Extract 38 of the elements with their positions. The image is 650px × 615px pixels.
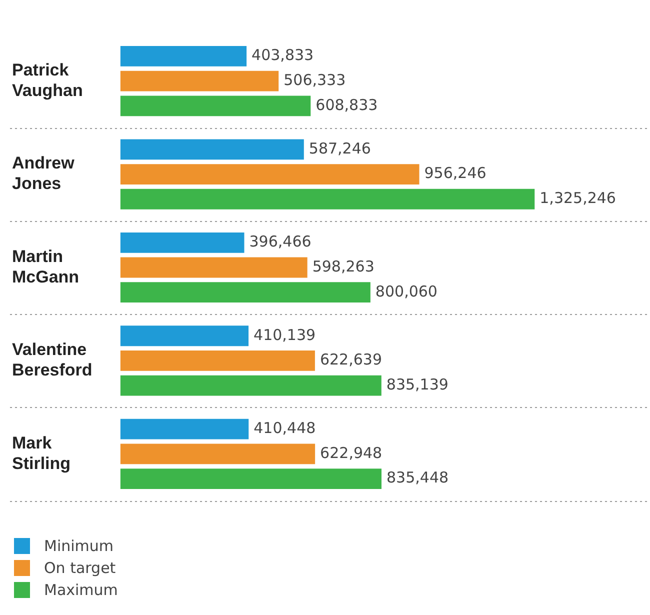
bar: [120, 139, 304, 160]
legend-label: On target: [44, 559, 116, 577]
data-label: 608,833: [316, 96, 378, 114]
data-label: 800,060: [375, 282, 438, 300]
y-tick-label: Martin McGann: [12, 246, 80, 286]
bar: [120, 418, 249, 440]
bar: [120, 468, 382, 490]
data-label: 403,833: [252, 46, 314, 64]
bar: [120, 96, 311, 116]
bar: [120, 444, 316, 464]
y-tick-label: Patrick Vaughan: [12, 60, 83, 100]
data-label: 410,139: [254, 326, 316, 344]
data-label: 598,263: [312, 257, 374, 276]
legend-label: Maximum: [44, 581, 118, 599]
y-tick-label: Mark Stirling: [12, 433, 71, 473]
y-tick-label: Andrew Jones: [12, 154, 76, 194]
data-label: 1,325,246: [540, 189, 616, 208]
data-label: 622,639: [320, 350, 382, 369]
bar: [120, 46, 247, 66]
bar: [120, 375, 382, 396]
bar: [120, 188, 535, 210]
bar: [120, 282, 370, 303]
data-label: 835,448: [386, 468, 449, 487]
bar: [120, 232, 244, 253]
bar: [120, 257, 308, 278]
data-label: 587,246: [308, 139, 371, 158]
bar: [120, 164, 420, 184]
data-label: 835,139: [386, 375, 448, 394]
bar: [120, 350, 315, 371]
bar: [120, 326, 249, 346]
data-label: 506,333: [284, 70, 346, 89]
data-label: 956,246: [424, 164, 486, 182]
data-label: 410,448: [254, 419, 316, 438]
data-label: 622,948: [320, 444, 382, 462]
bar: [120, 70, 279, 92]
y-tick-label: Valentine Beresford: [12, 340, 92, 380]
legend-label: Minimum: [44, 537, 114, 555]
data-label: 396,466: [249, 232, 312, 251]
